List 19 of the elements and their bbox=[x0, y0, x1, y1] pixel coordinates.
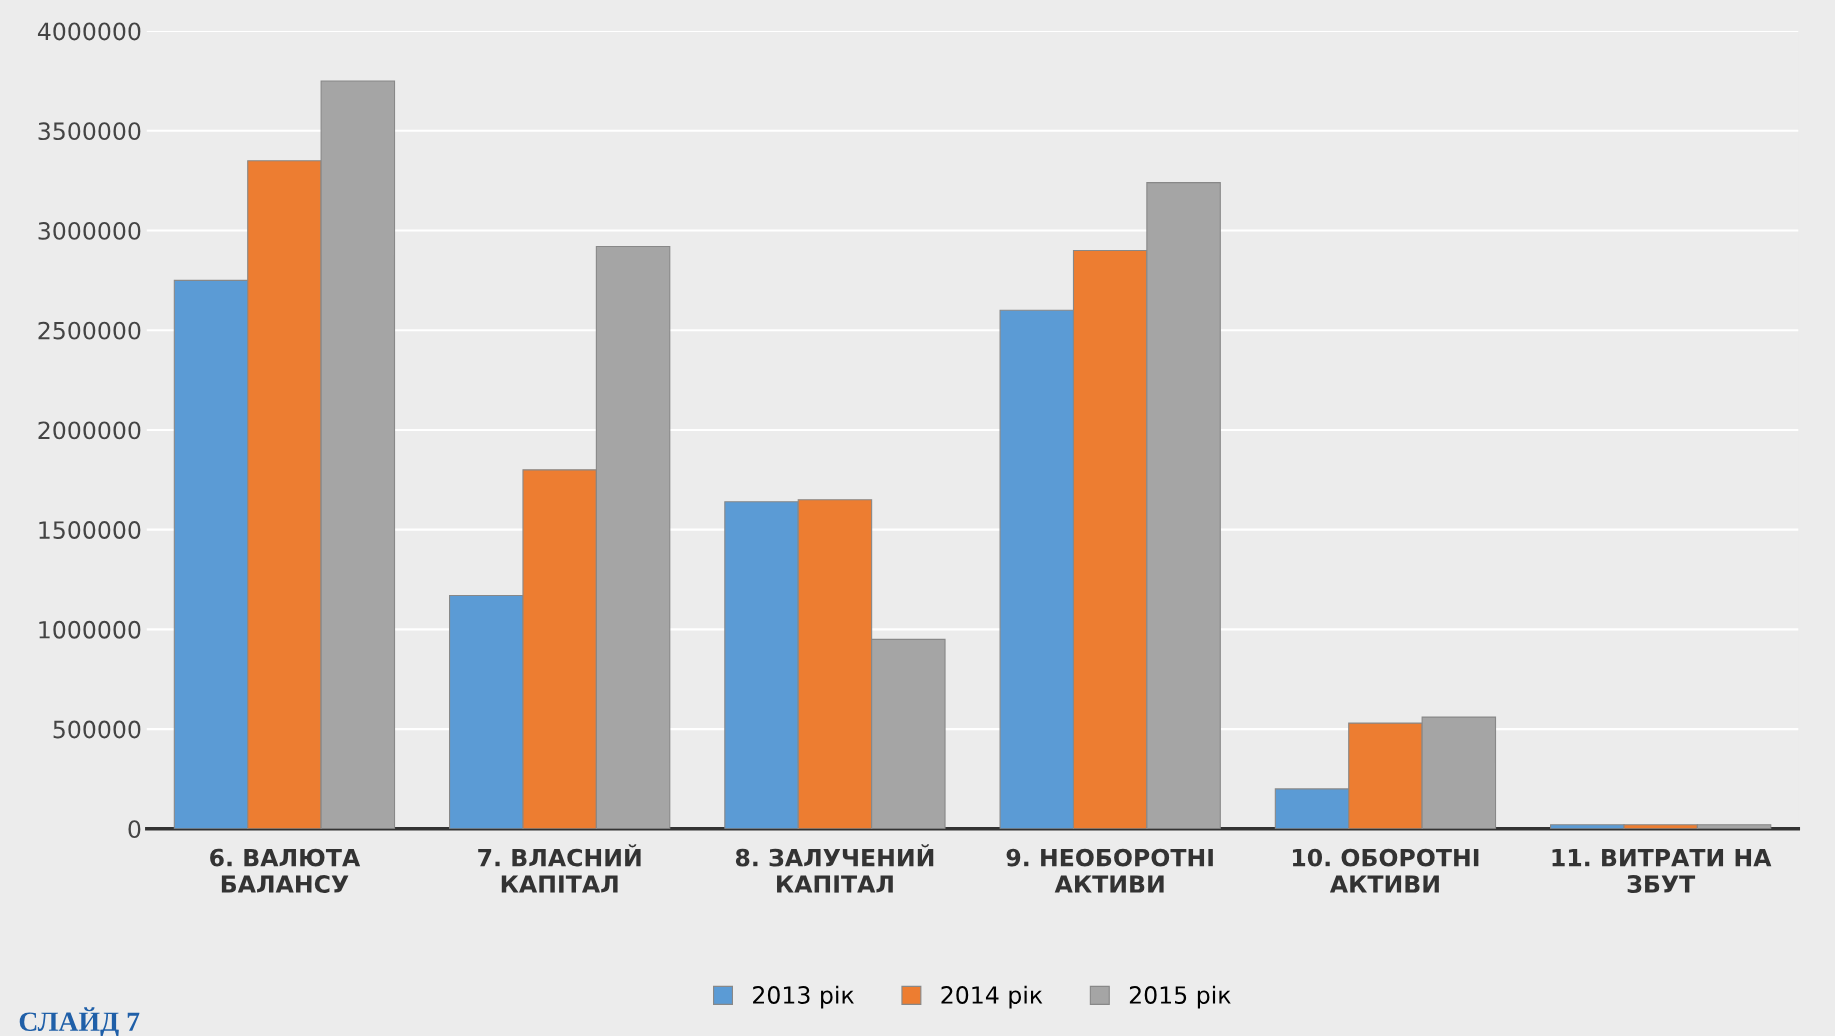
x-tick-label: 6. ВАЛЮТА БАЛАНСУ bbox=[210, 848, 361, 893]
y-tick-label: 0 bbox=[128, 820, 141, 839]
x-tick-label: 8. ЗАЛУЧЕНИЙ КАПІТАЛ bbox=[735, 844, 934, 893]
x-tick-label: 10. ОБОРОТНІ АКТИВИ bbox=[1292, 848, 1479, 893]
x-tick-label: 11. ВИТРАТИ НА ЗБУТ bbox=[1552, 848, 1772, 893]
y-tick-label: 3500000 bbox=[38, 122, 141, 141]
legend-label: 2013 рік bbox=[753, 985, 854, 1009]
y-tick-label: 500000 bbox=[53, 720, 141, 739]
x-tick-label: 7. ВЛАСНИЙ КАПІТАЛ bbox=[478, 844, 641, 893]
y-tick-label: 2000000 bbox=[38, 421, 141, 440]
y-tick-label: 1000000 bbox=[39, 620, 141, 639]
text: СЛАЙД 7 bbox=[19, 1007, 140, 1036]
y-tick-label: 1500000 bbox=[39, 521, 141, 539]
legend-label: 2015 рік bbox=[1129, 985, 1231, 1009]
legend-label: 2014 рік bbox=[941, 985, 1043, 1009]
y-tick-label: 2500000 bbox=[38, 321, 141, 340]
x-tick-label: 9. НЕОБОРОТНІ АКТИВИ bbox=[1006, 848, 1213, 893]
y-tick-label: 4000000 bbox=[37, 22, 141, 41]
y-tick-label: 3000000 bbox=[38, 221, 141, 240]
